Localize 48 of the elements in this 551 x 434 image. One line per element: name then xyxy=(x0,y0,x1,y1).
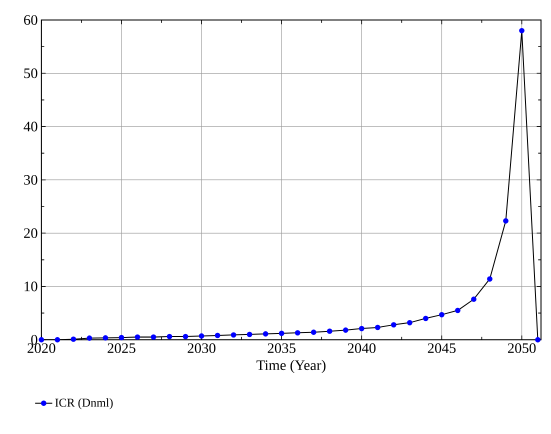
x-tick-label: 2045 xyxy=(428,343,456,354)
point xyxy=(535,337,541,342)
legend-label: ICR (Dnml) xyxy=(55,398,113,410)
x-tick-label: 2030 xyxy=(188,343,216,354)
point xyxy=(455,308,460,314)
point xyxy=(358,326,364,332)
point xyxy=(310,330,316,336)
point xyxy=(487,276,492,282)
point xyxy=(326,328,332,334)
point xyxy=(102,335,108,341)
point xyxy=(406,320,412,326)
point xyxy=(198,333,204,339)
point xyxy=(182,334,188,340)
x-tick-label: 2025 xyxy=(108,343,136,354)
point xyxy=(503,218,508,224)
y-tick-label: 40 xyxy=(24,122,38,132)
point xyxy=(150,334,156,340)
point xyxy=(70,336,76,342)
y-tick-label: 30 xyxy=(24,175,38,185)
point xyxy=(374,324,380,330)
point xyxy=(86,335,92,341)
x-axis-title: Time (Year) xyxy=(256,360,326,374)
point xyxy=(342,327,348,333)
point xyxy=(230,332,236,338)
y-tick-label: 60 xyxy=(24,15,38,25)
y-tick-label: 0 xyxy=(31,334,38,345)
x-tick-label: 2050 xyxy=(508,343,536,354)
point xyxy=(246,332,252,338)
y-tick-label: 10 xyxy=(24,282,38,292)
x-tick-label: 2020 xyxy=(28,343,56,354)
point xyxy=(439,312,444,318)
point xyxy=(166,334,172,340)
point xyxy=(134,334,140,340)
x-tick-label: 2040 xyxy=(348,343,376,354)
point xyxy=(38,337,44,342)
point xyxy=(118,334,124,340)
x-tick-label: 2035 xyxy=(268,343,296,354)
point xyxy=(390,322,396,328)
point xyxy=(54,337,60,342)
point xyxy=(294,330,300,336)
point xyxy=(278,330,284,336)
point xyxy=(214,332,220,338)
point xyxy=(471,296,476,302)
point xyxy=(262,331,268,337)
y-tick-label: 20 xyxy=(24,228,38,238)
point xyxy=(519,28,525,34)
point xyxy=(423,316,428,322)
y-tick-label: 50 xyxy=(24,68,38,78)
